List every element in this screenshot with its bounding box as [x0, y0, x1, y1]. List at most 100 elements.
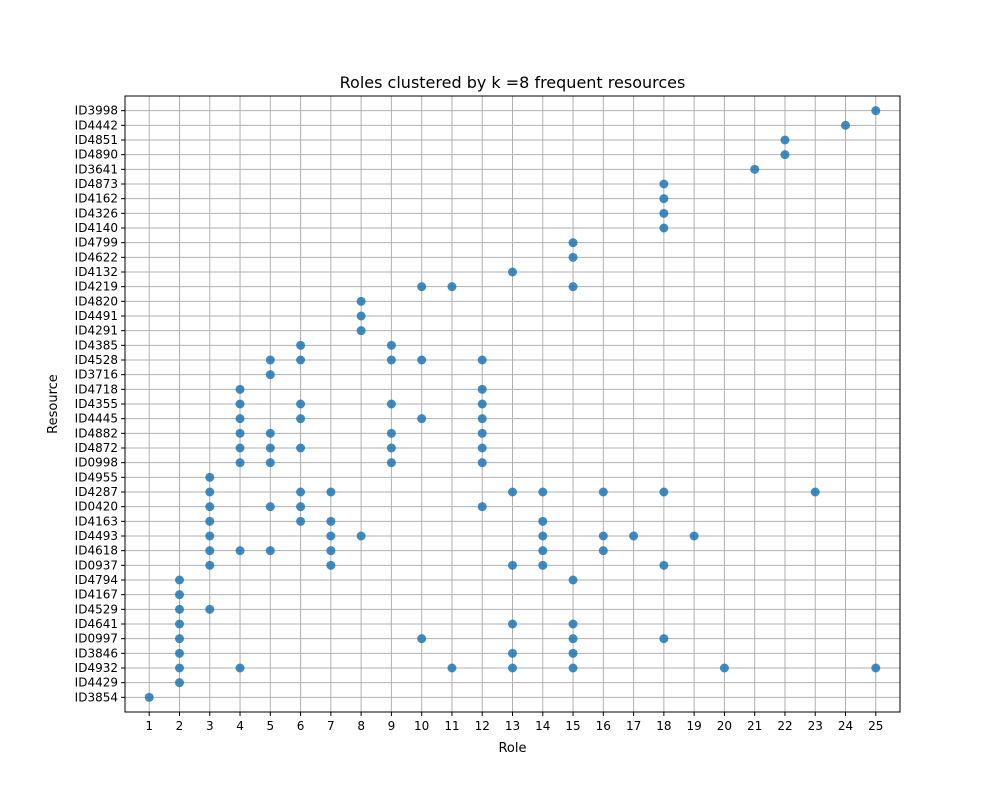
scatter-point — [538, 531, 548, 541]
x-tick-label: 22 — [777, 719, 792, 733]
scatter-point — [174, 590, 184, 600]
scatter-point — [265, 502, 275, 512]
x-tick-label: 15 — [565, 719, 580, 733]
scatter-point — [659, 194, 669, 204]
scatter-point — [205, 502, 215, 512]
y-tick-label: ID3846 — [75, 646, 118, 660]
scatter-point — [477, 502, 487, 512]
y-tick-label: ID4442 — [75, 118, 118, 132]
scatter-point — [174, 663, 184, 673]
scatter-point — [235, 399, 245, 409]
scatter-point — [296, 399, 306, 409]
x-tick-label: 23 — [808, 719, 823, 733]
scatter-point — [659, 560, 669, 570]
scatter-point — [841, 120, 851, 130]
scatter-point — [871, 106, 881, 116]
x-tick-label: 10 — [414, 719, 429, 733]
grid — [125, 96, 900, 712]
scatter-point — [568, 282, 578, 292]
scatter-point — [568, 619, 578, 629]
scatter-point — [265, 370, 275, 380]
y-tick-label: ID4932 — [75, 661, 118, 675]
y-tick-label: ID4820 — [75, 294, 118, 308]
scatter-point — [629, 531, 639, 541]
scatter-point — [719, 663, 729, 673]
scatter-point — [477, 399, 487, 409]
x-tick-label: 21 — [747, 719, 762, 733]
y-tick-label: ID3998 — [75, 104, 118, 118]
y-tick-label: ID3854 — [75, 690, 118, 704]
scatter-point — [326, 531, 336, 541]
x-tick-label: 4 — [236, 719, 244, 733]
x-tick-label: 6 — [297, 719, 305, 733]
scatter-point — [568, 663, 578, 673]
y-axis-label: Resource — [46, 374, 61, 434]
chart-title: Roles clustered by k =8 frequent resourc… — [340, 73, 686, 92]
scatter-point — [538, 487, 548, 497]
y-tick-label: ID4851 — [75, 133, 118, 147]
scatter-point — [417, 355, 427, 365]
scatter-point — [235, 428, 245, 438]
scatter-point — [174, 648, 184, 658]
scatter-point — [386, 399, 396, 409]
scatter-point — [356, 311, 366, 321]
scatter-point — [477, 443, 487, 453]
scatter-point — [174, 634, 184, 644]
y-tick-label: ID0420 — [75, 500, 118, 514]
x-tick-label: 20 — [717, 719, 732, 733]
y-tick-label: ID4162 — [75, 192, 118, 206]
scatter-point — [750, 164, 760, 174]
scatter-point — [296, 516, 306, 526]
scatter-point — [568, 648, 578, 658]
scatter-point — [477, 428, 487, 438]
scatter-point — [356, 326, 366, 336]
y-tick-label: ID4491 — [75, 309, 118, 323]
scatter-point — [265, 443, 275, 453]
scatter-point — [417, 634, 427, 644]
y-tick-label: ID4799 — [75, 236, 118, 250]
x-tick-label: 5 — [266, 719, 274, 733]
scatter-point — [205, 560, 215, 570]
scatter-point — [568, 238, 578, 248]
x-tick-label: 3 — [206, 719, 214, 733]
y-tick-label: ID0937 — [75, 558, 118, 572]
scatter-point — [296, 487, 306, 497]
scatter-point — [598, 487, 608, 497]
scatter-point — [174, 678, 184, 688]
scatter-point — [174, 604, 184, 614]
scatter-point — [326, 546, 336, 556]
y-tick-label: ID4622 — [75, 250, 118, 264]
scatter-point — [386, 340, 396, 350]
y-tick-label: ID4873 — [75, 177, 118, 191]
y-tick-label: ID4326 — [75, 206, 118, 220]
data-points — [144, 106, 881, 702]
y-tick-label: ID4882 — [75, 426, 118, 440]
scatter-point — [174, 575, 184, 585]
y-axis-ticks: ID3854ID4429ID4932ID3846ID0997ID4641ID45… — [75, 104, 125, 704]
scatter-point — [386, 458, 396, 468]
scatter-point — [235, 458, 245, 468]
scatter-point — [659, 179, 669, 189]
y-tick-label: ID4955 — [75, 470, 118, 484]
scatter-point — [205, 604, 215, 614]
y-tick-label: ID4794 — [75, 573, 118, 587]
scatter-point — [386, 355, 396, 365]
scatter-point — [356, 531, 366, 541]
x-tick-label: 19 — [687, 719, 702, 733]
y-tick-label: ID4163 — [75, 514, 118, 528]
x-tick-label: 25 — [868, 719, 883, 733]
scatter-point — [205, 472, 215, 482]
scatter-point — [659, 634, 669, 644]
x-tick-label: 12 — [475, 719, 490, 733]
scatter-point — [235, 546, 245, 556]
scatter-point — [235, 443, 245, 453]
x-tick-label: 16 — [596, 719, 611, 733]
scatter-point — [417, 282, 427, 292]
scatter-point — [508, 663, 517, 673]
scatter-point — [205, 546, 215, 556]
x-tick-label: 7 — [327, 719, 335, 733]
y-tick-label: ID4140 — [75, 221, 118, 235]
y-tick-label: ID4718 — [75, 382, 118, 396]
